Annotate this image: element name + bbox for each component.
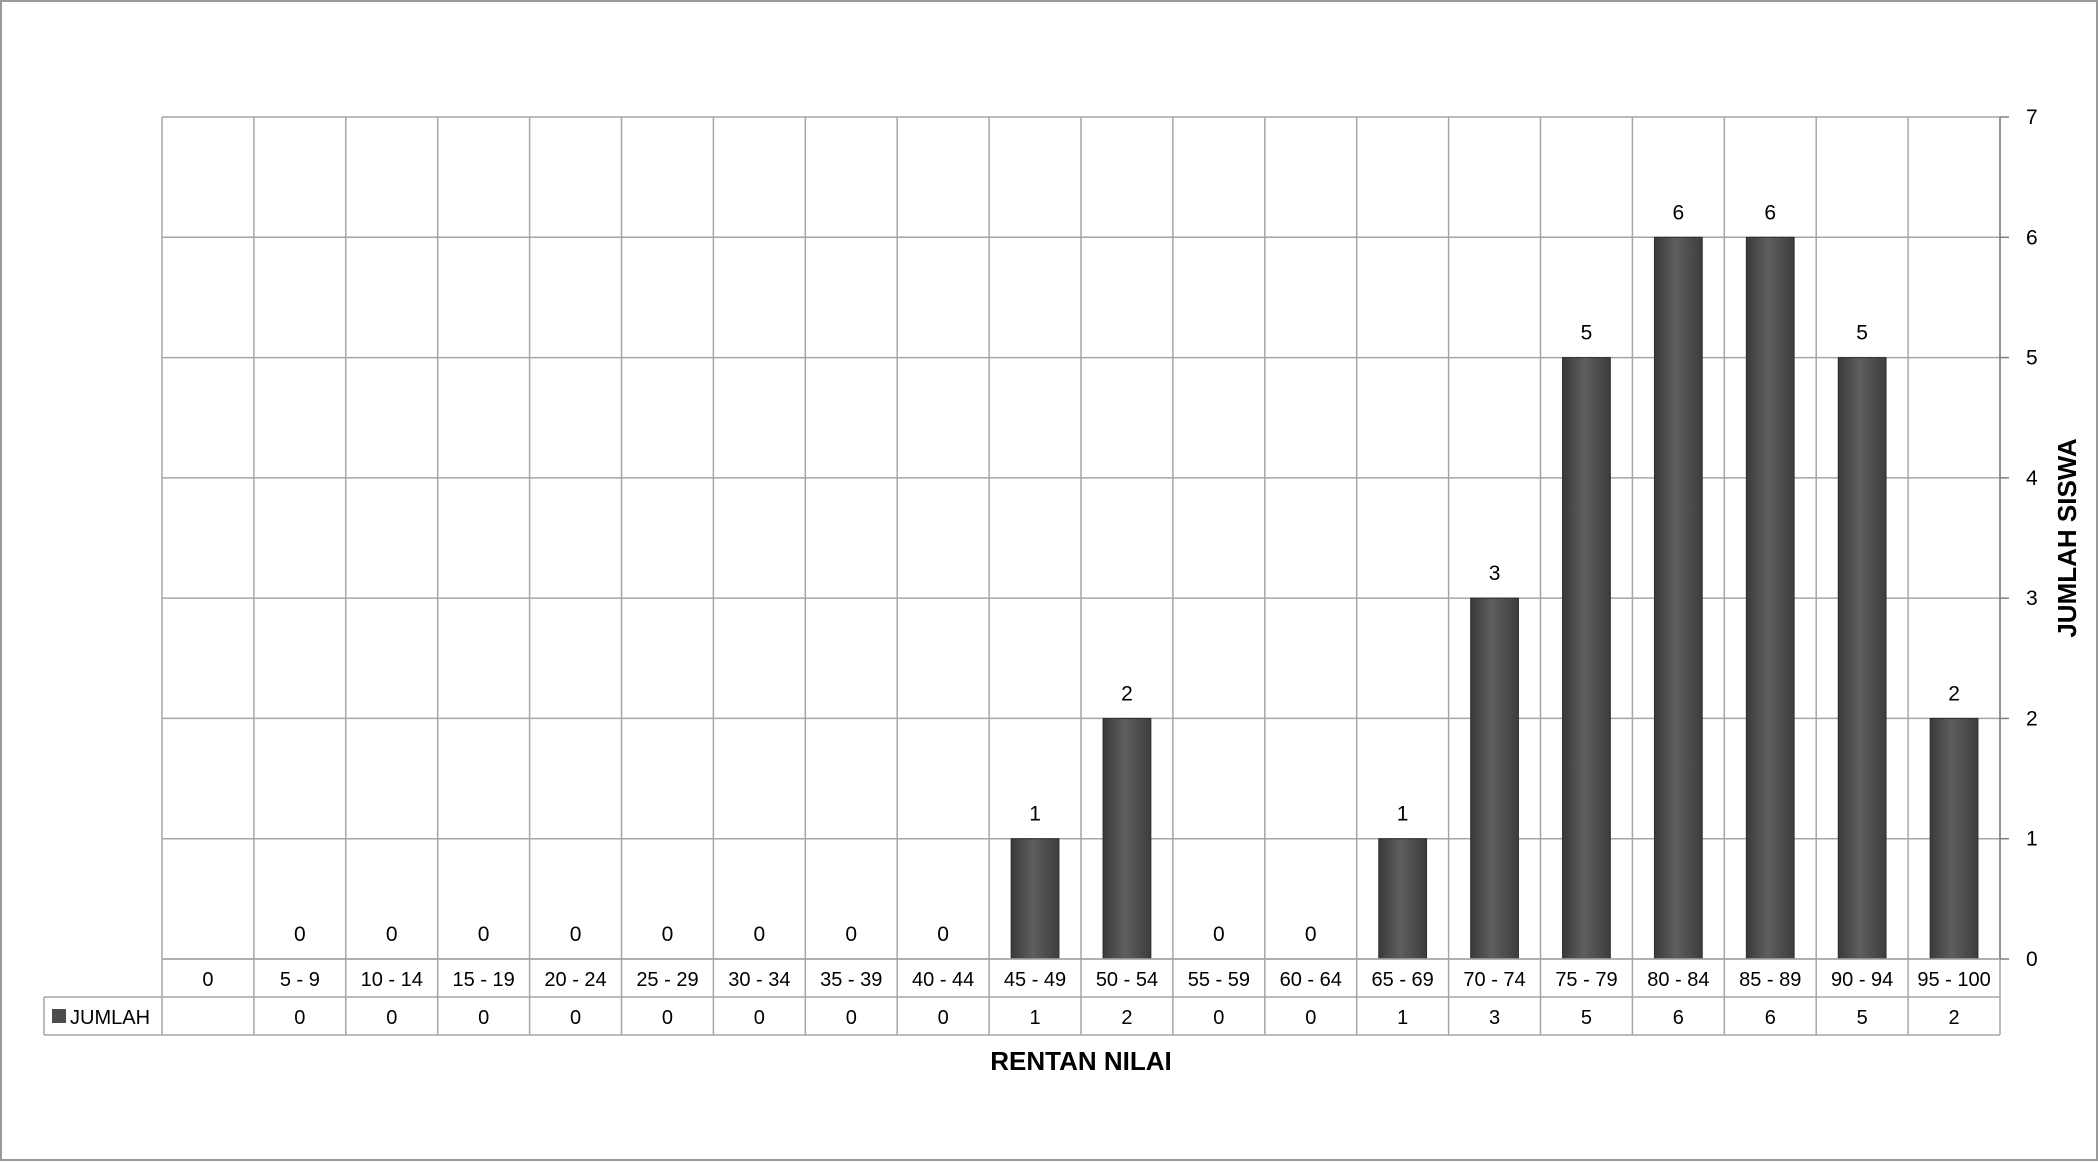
category-label: 70 - 74 <box>1463 969 1525 991</box>
bar-80-84 <box>1653 236 1703 960</box>
bar-75-79 <box>1562 357 1611 960</box>
y-axis: 0 1 2 3 4 5 6 7 <box>1999 106 2038 971</box>
x-axis-title: RENTAN NILAI <box>990 1046 1172 1076</box>
data-label: 0 <box>754 923 766 946</box>
y-tick-label: 2 <box>2026 707 2038 730</box>
table-value: 1 <box>1029 1007 1040 1029</box>
category-label: 75 - 79 <box>1555 969 1617 991</box>
data-label: 0 <box>1213 923 1225 946</box>
category-label: 95 - 100 <box>1917 969 1990 991</box>
bar-65-69 <box>1378 838 1428 960</box>
category-label: 15 - 19 <box>453 969 515 991</box>
table-value: 1 <box>1397 1007 1408 1029</box>
category-label: 0 <box>202 969 213 991</box>
table-value: 0 <box>662 1007 673 1029</box>
table-value: 6 <box>1673 1007 1684 1029</box>
y-tick-label: 3 <box>2026 587 2038 610</box>
table-value: 5 <box>1581 1007 1592 1029</box>
y-tick-label: 1 <box>2026 828 2038 851</box>
table-value: 5 <box>1857 1007 1868 1029</box>
category-label: 60 - 64 <box>1280 969 1342 991</box>
data-labels: 0 0 0 0 0 0 0 0 1 2 0 0 1 3 5 6 6 5 2 <box>294 201 1960 946</box>
category-label: 10 - 14 <box>361 969 423 991</box>
bar-70-74 <box>1470 597 1519 960</box>
bars <box>1010 236 1979 960</box>
data-label: 5 <box>1856 322 1868 345</box>
data-label: 6 <box>1764 201 1776 224</box>
gridlines <box>161 116 2001 1035</box>
data-label: 0 <box>845 923 857 946</box>
category-label: 25 - 29 <box>636 969 698 991</box>
bar-85-89 <box>1745 236 1795 960</box>
table-value: 0 <box>386 1007 397 1029</box>
category-label: 85 - 89 <box>1739 969 1801 991</box>
y-axis-title: JUMLAH SISWA <box>2052 438 2082 638</box>
data-label: 3 <box>1489 562 1501 585</box>
table-value: 2 <box>1121 1007 1132 1029</box>
table-value: 0 <box>1213 1007 1224 1029</box>
y-tick-label: 7 <box>2026 106 2038 129</box>
data-label: 5 <box>1581 322 1593 345</box>
table-value: 0 <box>478 1007 489 1029</box>
table-value: 0 <box>1305 1007 1316 1029</box>
category-label: 5 - 9 <box>280 969 320 991</box>
table-value: 0 <box>294 1007 305 1029</box>
data-label: 0 <box>1305 923 1317 946</box>
data-label: 0 <box>294 923 306 946</box>
category-label: 90 - 94 <box>1831 969 1893 991</box>
y-tick-label: 6 <box>2026 226 2038 249</box>
data-label: 0 <box>478 923 490 946</box>
data-label: 0 <box>937 923 949 946</box>
category-label: 55 - 59 <box>1188 969 1250 991</box>
table-value: 6 <box>1765 1007 1776 1029</box>
bar-45-49 <box>1010 838 1060 960</box>
category-label: 65 - 69 <box>1372 969 1434 991</box>
category-label: 35 - 39 <box>820 969 882 991</box>
data-label: 0 <box>570 923 582 946</box>
y-tick-label: 0 <box>2026 948 2038 971</box>
bar-50-54 <box>1102 717 1152 960</box>
category-label: 20 - 24 <box>544 969 606 991</box>
legend-swatch <box>52 1009 66 1023</box>
category-label: 30 - 34 <box>728 969 790 991</box>
bar-90-94 <box>1837 357 1887 960</box>
table-value: 0 <box>846 1007 857 1029</box>
category-label: 40 - 44 <box>912 969 974 991</box>
category-label: 80 - 84 <box>1647 969 1709 991</box>
data-table: 0 5 - 9 0 10 - 14 0 15 - 19 0 20 - 24 0 25 - 29 0 3… <box>43 958 2000 1036</box>
data-label: 2 <box>1121 682 1133 705</box>
table-value: 2 <box>1948 1007 1959 1029</box>
table-value: 0 <box>570 1007 581 1029</box>
category-label: 50 - 54 <box>1096 969 1158 991</box>
table-value: 3 <box>1489 1007 1500 1029</box>
data-label: 1 <box>1029 803 1041 826</box>
y-tick-label: 5 <box>2026 347 2038 370</box>
bar-95-100 <box>1929 717 1979 960</box>
table-value: 0 <box>938 1007 949 1029</box>
data-label: 0 <box>662 923 674 946</box>
category-label: 45 - 49 <box>1004 969 1066 991</box>
table-value: 0 <box>754 1007 765 1029</box>
y-tick-label: 4 <box>2026 467 2038 490</box>
data-label: 1 <box>1397 803 1409 826</box>
data-label: 6 <box>1673 201 1685 224</box>
legend-label: JUMLAH <box>70 1007 150 1029</box>
data-label: 2 <box>1948 682 1960 705</box>
data-label: 0 <box>386 923 398 946</box>
